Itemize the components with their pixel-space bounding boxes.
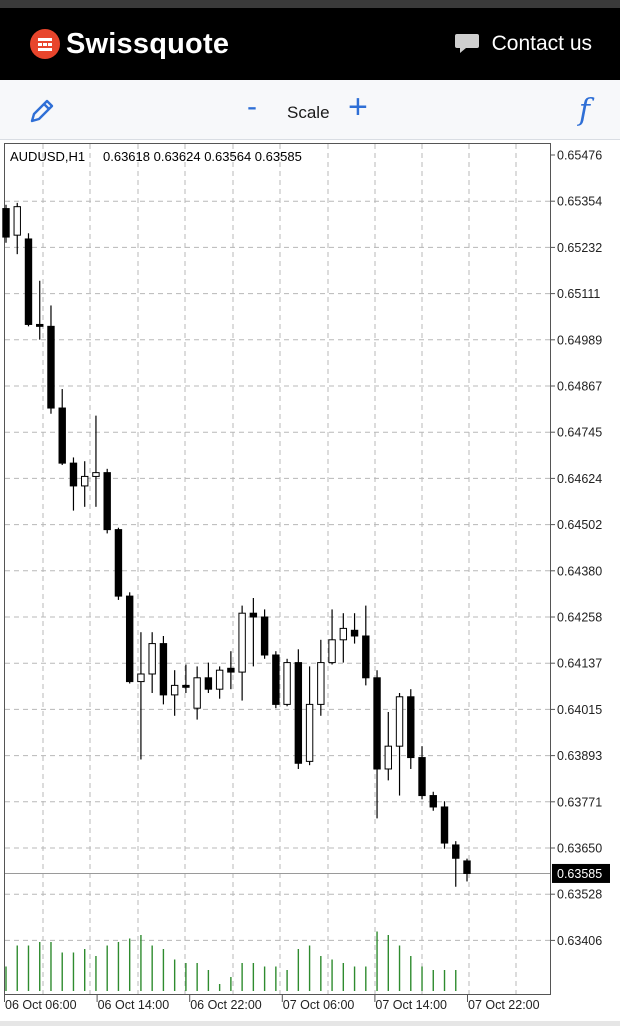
time-tick-label: 07 Oct 14:00 [375,998,447,1012]
indicators-button[interactable]: f [578,93,590,128]
price-tick-label: 0.65111 [557,287,600,301]
price-tick-label: 0.65476 [557,149,602,163]
candle [47,305,55,414]
plot-frame [4,143,551,995]
price-tick-label: 0.64624 [557,472,602,486]
symbol-timeframe: AUDUSD,H1 [10,149,85,164]
candle [272,651,280,709]
time-axis: 06 Oct 06:00 06 Oct 14:00 06 Oct 22:00 07 O… [4,994,540,1012]
ohlc-values: 0.63618 0.63624 0.63564 0.63585 [103,149,302,164]
candle [249,598,258,667]
candle [317,639,325,716]
price-tick-label: 0.65354 [557,195,602,209]
candle [440,801,449,849]
price-tick-label: 0.63528 [557,888,602,902]
price-tick-label: 0.63771 [557,795,602,809]
candle [148,632,156,693]
swissquote-logo-icon [30,29,60,59]
candle [159,635,168,705]
candle [125,592,134,684]
candle [373,670,381,819]
price-chart-area[interactable]: 0.65476 0.65354 0.65232 0.65111 0.64989 0.648… [0,140,620,1026]
bottom-strip [0,1021,620,1026]
time-tick-label: 07 Oct 22:00 [468,998,540,1012]
candlestick-chart[interactable]: 0.65476 0.65354 0.65232 0.65111 0.64989 0.648… [0,140,620,1026]
time-tick-label: 07 Oct 06:00 [283,998,355,1012]
candle [193,666,201,720]
candle [463,858,471,882]
price-tick-label: 0.64502 [557,518,602,532]
app-header: Swissquote Contact us [0,8,620,80]
candle [24,233,33,327]
candle [170,670,179,716]
swissquote-logo[interactable]: Swissquote [30,28,229,60]
contact-us-button[interactable]: Contact us [454,32,592,56]
candle [92,415,100,507]
time-tick-label: 06 Oct 06:00 [5,998,77,1012]
candle [227,651,235,690]
candle [362,605,370,686]
candle [395,692,404,796]
candle [429,791,437,811]
current-price-value: 0.63585 [557,867,602,881]
candle [418,746,426,800]
candle [103,468,111,534]
price-tick-label: 0.64137 [557,657,602,671]
candle [58,389,66,466]
price-tick-label: 0.65232 [557,241,602,255]
price-tick-label: 0.64867 [557,380,602,394]
candle [328,609,336,665]
price-tick-label: 0.64015 [557,703,602,717]
candle [384,711,392,781]
time-tick-label: 06 Oct 22:00 [190,998,262,1012]
candle [294,649,303,769]
price-tick-label: 0.63893 [557,749,602,763]
candle [114,527,123,600]
candle [260,609,269,659]
candle [81,461,89,507]
scale-increase-button[interactable]: + [348,88,368,126]
chart-toolbar: - Scale + f [0,80,620,140]
price-tick-label: 0.64745 [557,426,602,440]
candle [305,666,314,766]
price-tick-label: 0.64989 [557,333,602,347]
candle [238,605,246,701]
candles [2,202,471,887]
draw-tool-button[interactable] [28,97,56,130]
candle [182,664,190,693]
candle [13,202,21,255]
price-tick-label: 0.64258 [557,611,602,625]
volume-bars [5,931,457,991]
status-strip [0,0,620,8]
candle [215,666,224,699]
scale-label: Scale [287,103,330,122]
price-tick-label: 0.64380 [557,564,602,578]
time-tick-label: 06 Oct 14:00 [98,998,170,1012]
price-tick-label: 0.63650 [557,842,602,856]
pencil-icon [30,99,54,123]
candle [69,457,78,511]
scale-decrease-button[interactable]: - [247,90,257,123]
chat-bubble-icon [454,34,479,53]
candle [204,662,213,693]
candle [407,689,415,769]
candle [339,613,348,663]
candle [137,632,145,760]
current-price-badge: 0.63585 [552,863,610,883]
contact-us-label: Contact us [491,32,592,55]
candle [452,841,460,887]
price-axis: 0.65476 0.65354 0.65232 0.65111 0.64989 0.648… [550,149,602,948]
candle [283,658,291,707]
candle [350,613,359,644]
price-tick-label: 0.63406 [557,934,602,948]
candle [36,280,44,340]
brand-name: Swissquote [66,27,230,60]
candle [2,204,10,243]
